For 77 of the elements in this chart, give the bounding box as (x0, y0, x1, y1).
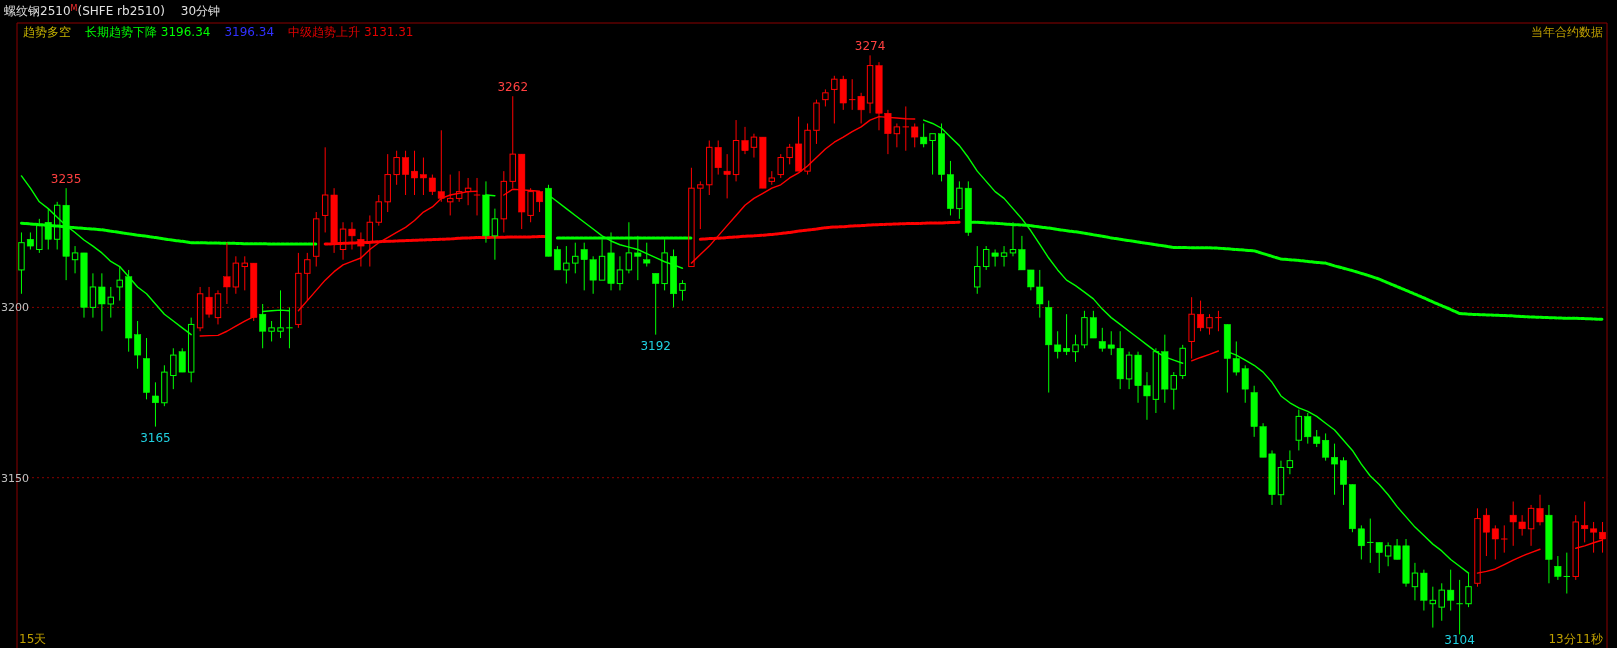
candlestick (205, 286, 213, 319)
candlestick (553, 245, 561, 271)
candlestick (536, 191, 544, 213)
candlestick (1179, 344, 1186, 380)
annotation: 3235 (50, 172, 82, 187)
candlestick (491, 208, 499, 261)
candlestick (89, 272, 97, 319)
candlestick (866, 54, 874, 114)
candlestick (1447, 569, 1455, 612)
candlestick (563, 245, 570, 285)
candlestick (1527, 504, 1535, 547)
annotation: 3192 (640, 338, 671, 353)
candlestick (71, 245, 79, 274)
candlestick (1563, 552, 1571, 594)
candlestick (196, 286, 204, 332)
annotation: 当年合约数据 (1531, 25, 1603, 39)
candlestick (411, 150, 418, 196)
candlestick (616, 255, 624, 291)
candlestick (1125, 351, 1133, 390)
candlestick (18, 231, 25, 295)
candlestick (634, 235, 642, 281)
candlestick (1214, 310, 1223, 332)
annotation: 趋势多空 (23, 25, 71, 39)
annotation: 长期趋势下降 3196.34 (85, 25, 211, 39)
annotation: 3262 (497, 80, 529, 95)
candlestick (1188, 296, 1195, 359)
annotation: 3165 (140, 430, 171, 445)
candlestick (1286, 449, 1294, 475)
candlestick (455, 170, 463, 203)
candlestick (723, 153, 731, 199)
candlestick (1455, 579, 1464, 635)
y-tick-label: 3200 (1, 301, 29, 315)
candlestick (643, 242, 651, 268)
candlestick (1277, 460, 1285, 506)
annotation: 15天 (19, 632, 47, 646)
candlestick (1500, 524, 1508, 554)
candlestick (214, 289, 222, 325)
annotation: 中级趋势上升 3131.31 (288, 25, 414, 39)
candlestick (1072, 334, 1079, 363)
candlestick (1152, 347, 1160, 414)
candlestick (295, 252, 302, 329)
chart-subtitle: 30分钟 (180, 4, 221, 18)
candlestick (500, 170, 508, 233)
chart-title: 螺纹钢2510$^{M}$(SHFE rb2510) (4, 3, 165, 18)
annotation: 3104 (1444, 633, 1475, 647)
candlestick (402, 150, 410, 196)
candlestick (1340, 456, 1347, 506)
y-tick-label: 3150 (1, 471, 29, 485)
candlestick (473, 177, 481, 216)
candlestick (116, 266, 123, 302)
candlestick (1331, 443, 1339, 496)
annotation: 13分11秒 (1548, 632, 1603, 646)
candlestick (911, 122, 919, 148)
candlestick (1089, 310, 1097, 339)
candlestick (750, 133, 758, 159)
annotation: 3196.34 (224, 25, 275, 39)
annotation: 3274 (854, 39, 886, 54)
candlestick (1411, 562, 1419, 601)
candlestick (1554, 555, 1562, 581)
candlestick (447, 174, 454, 216)
candlestick (688, 167, 695, 268)
candlestick (285, 306, 294, 349)
candlestick (1197, 300, 1205, 332)
candlestick (732, 119, 740, 182)
candlestick (848, 78, 856, 111)
candlestick (741, 126, 749, 155)
candlestick (1536, 494, 1544, 526)
candlestick (697, 180, 704, 230)
candlestick (151, 381, 159, 428)
candlestick (679, 279, 686, 302)
candlestick (777, 153, 784, 179)
candlestick (598, 238, 606, 281)
candlestick (857, 92, 865, 124)
candlestick (804, 122, 811, 176)
candlestick (1206, 313, 1213, 336)
candlestick (1000, 245, 1008, 268)
candlestick (384, 153, 391, 213)
